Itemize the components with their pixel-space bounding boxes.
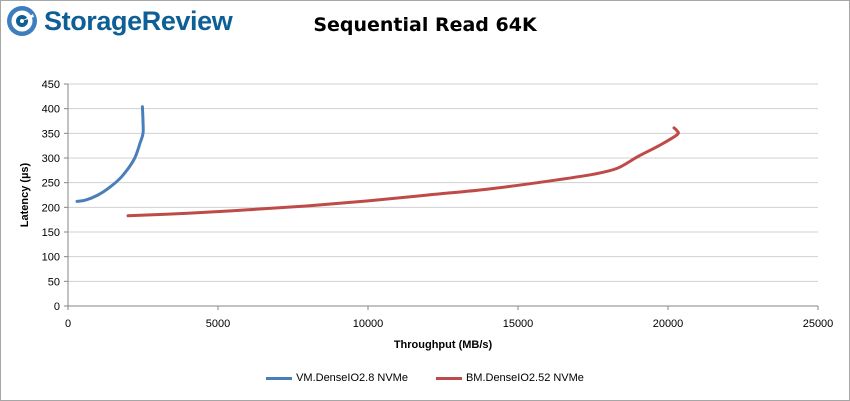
x-axis-title: Throughput (MB/s) xyxy=(394,339,493,351)
y-tick-label: 250 xyxy=(42,178,60,190)
x-tick-label: 25000 xyxy=(803,318,834,330)
legend-swatch-bm xyxy=(435,376,462,380)
y-tick-label: 450 xyxy=(42,79,60,91)
y-tick-label: 300 xyxy=(42,153,60,165)
legend-label-bm: BM.DenseIO2.52 NVMe xyxy=(465,372,584,384)
x-tick-label: 15000 xyxy=(503,318,534,330)
series-line-bm-denseio2-52 xyxy=(126,126,680,218)
x-tick-label: 10000 xyxy=(353,318,384,330)
x-tick-label: 0 xyxy=(65,318,71,330)
legend-item-bm: BM.DenseIO2.52 NVMe xyxy=(435,372,584,384)
y-tick-label: 200 xyxy=(42,202,60,214)
brand-name: StorageReview xyxy=(44,5,233,36)
x-tick-label: 5000 xyxy=(206,318,230,330)
legend-item-vm: VM.DenseIO2.8 NVMe xyxy=(266,372,408,384)
y-tick-label: 0 xyxy=(54,301,60,313)
y-tick-label: 350 xyxy=(42,128,60,140)
chart-title: Sequential Read 64K xyxy=(313,14,537,36)
y-tick-label: 100 xyxy=(42,252,60,264)
legend-label-vm: VM.DenseIO2.8 NVMe xyxy=(296,372,408,384)
y-tick-label: 150 xyxy=(42,227,60,239)
storagereview-logo-icon xyxy=(7,6,37,36)
y-tick-label: 400 xyxy=(42,104,60,116)
legend-swatch-vm xyxy=(266,376,293,380)
y-axis-title: Latency (µs) xyxy=(19,162,31,227)
series-line-vm-denseio2-8 xyxy=(75,105,145,203)
y-tick-label: 50 xyxy=(48,276,60,288)
storagereview-logo: StorageReview xyxy=(6,4,233,38)
chart-legend: VM.DenseIO2.8 NVMe BM.DenseIO2.52 NVMe xyxy=(0,372,850,384)
x-tick-label: 20000 xyxy=(653,318,684,330)
